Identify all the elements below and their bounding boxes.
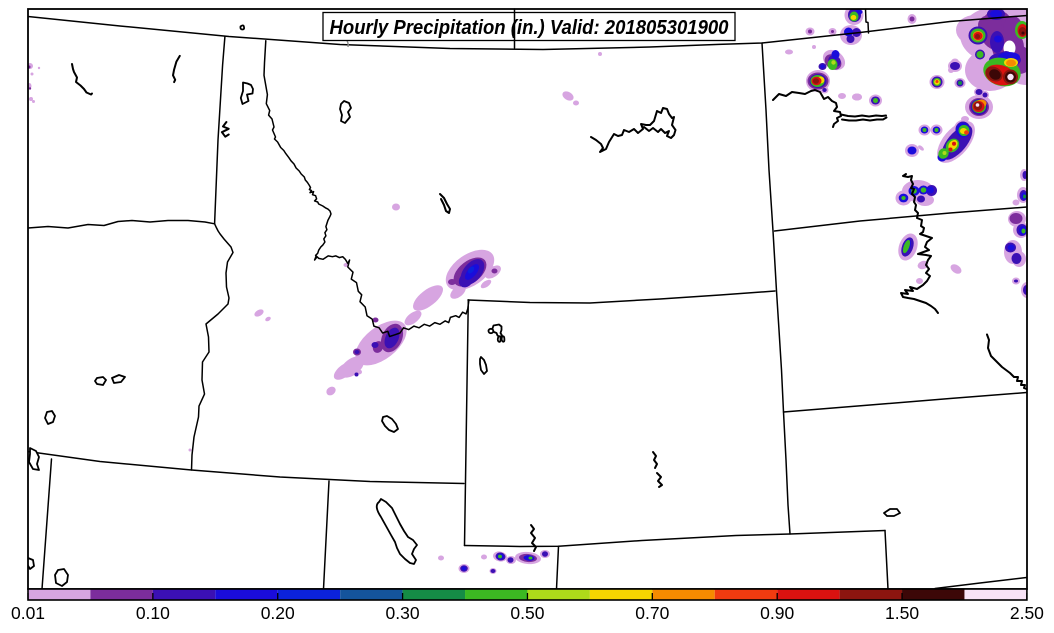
svg-text:0.70: 0.70 xyxy=(635,603,669,623)
svg-text:2.50: 2.50 xyxy=(1010,603,1044,623)
svg-text:Hourly Precipitation (in.) Val: Hourly Precipitation (in.) Valid: 201805… xyxy=(330,17,729,39)
svg-text:0.30: 0.30 xyxy=(386,603,420,623)
svg-text:0.01: 0.01 xyxy=(11,603,45,623)
svg-text:1.50: 1.50 xyxy=(885,603,919,623)
svg-text:0.10: 0.10 xyxy=(136,603,170,623)
svg-text:0.90: 0.90 xyxy=(760,603,794,623)
svg-text:0.50: 0.50 xyxy=(510,603,544,623)
svg-text:0.20: 0.20 xyxy=(261,603,295,623)
